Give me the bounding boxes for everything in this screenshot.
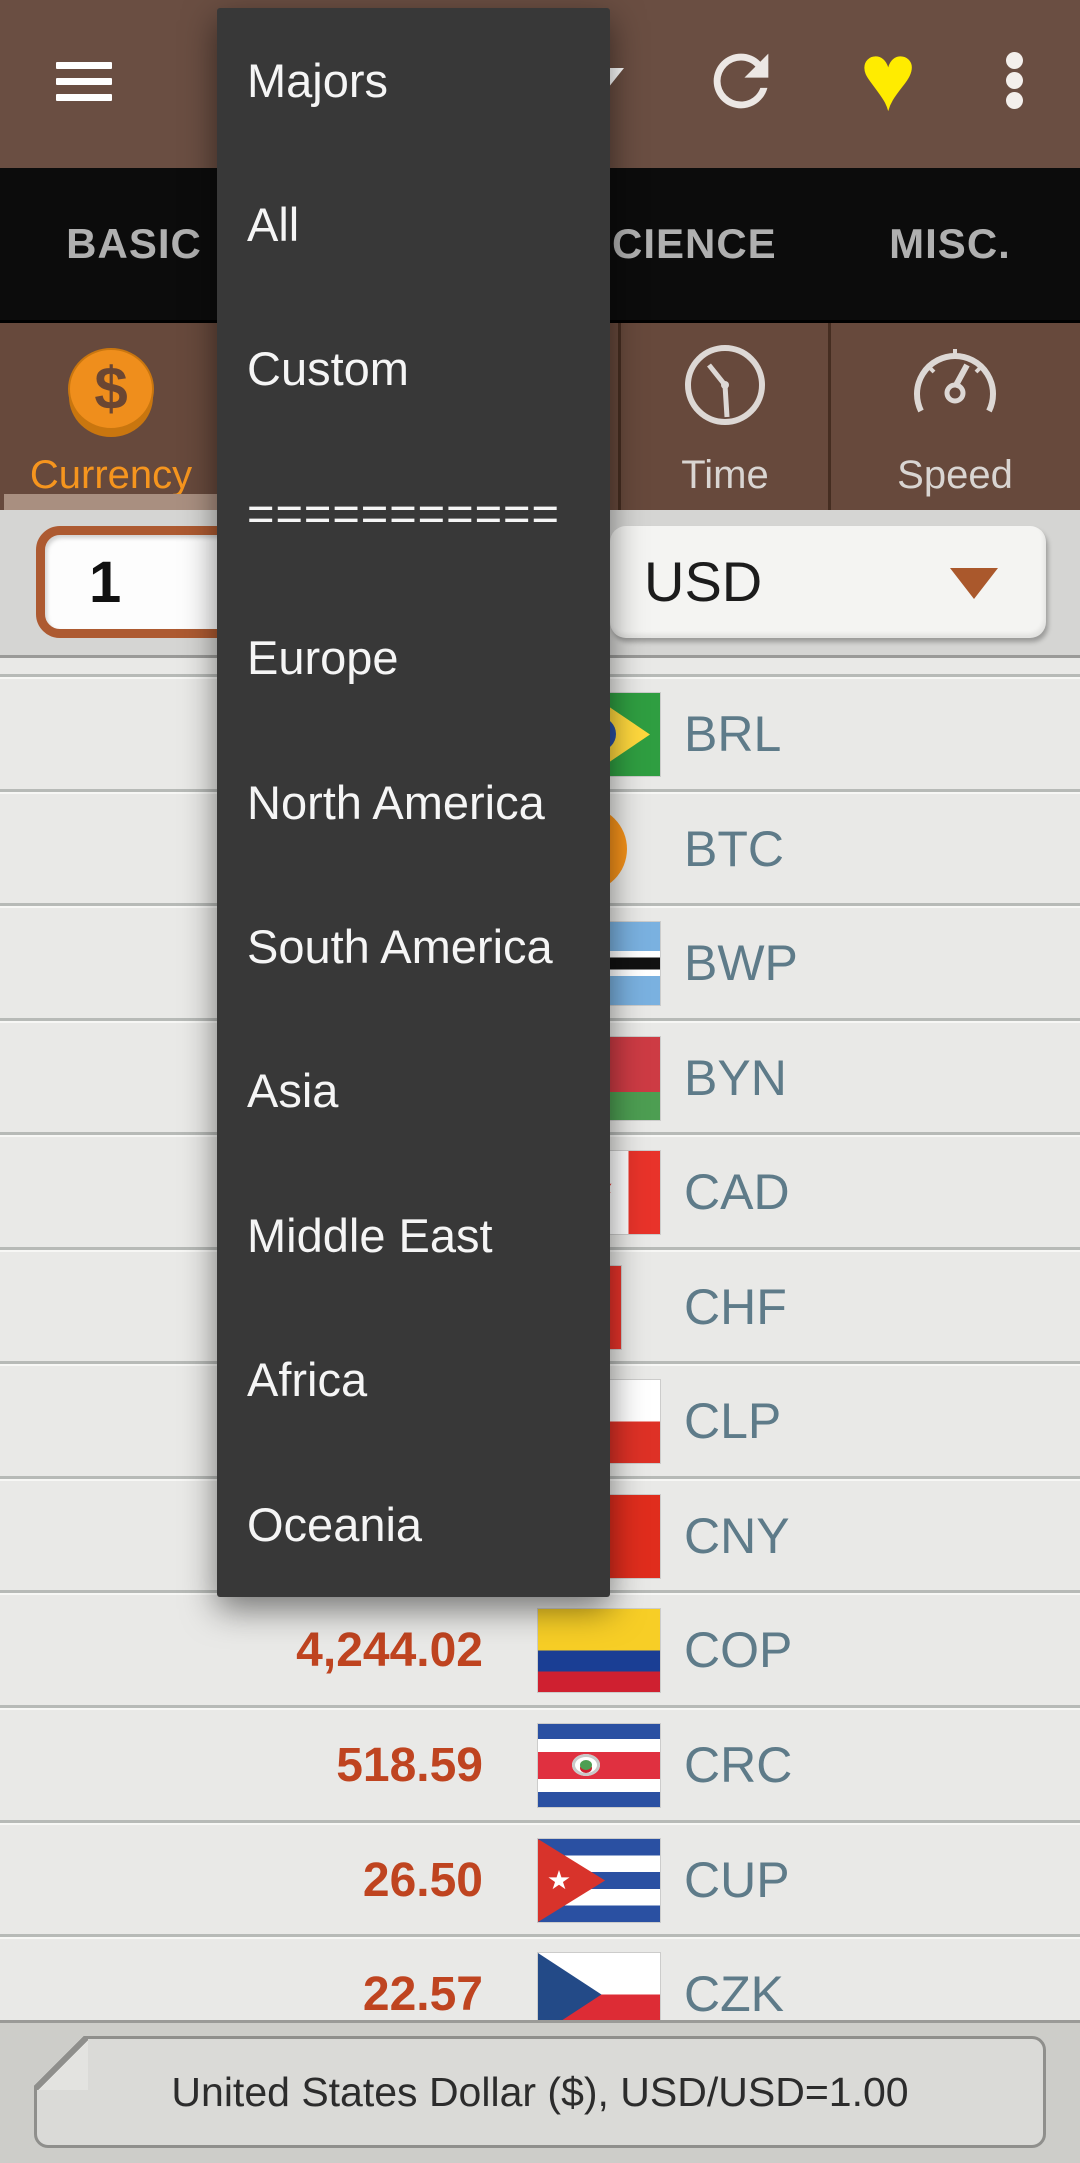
currency-row-cop[interactable]: 4,244.02 COP — [0, 1590, 1080, 1708]
toolbar-tab-label: Currency — [29, 453, 193, 497]
currency-code: COP — [684, 1622, 793, 1678]
menu-item-south-america[interactable]: South America — [247, 920, 553, 974]
menu-item-majors[interactable]: Majors — [247, 53, 389, 107]
cup-flag-icon — [538, 1839, 660, 1922]
bottom-panel: United States Dollar ($), USD/USD=1.00 — [0, 2020, 1080, 2163]
toolbar-tab-currency[interactable]: $ Currency — [4, 323, 218, 510]
currency-code: CRC — [684, 1737, 793, 1793]
currency-code: BTC — [684, 821, 784, 877]
toolbar-divider — [828, 323, 831, 510]
status-bar: United States Dollar ($), USD/USD=1.00 — [34, 2036, 1046, 2148]
dollar-coin-icon: $ — [68, 348, 154, 437]
base-currency-value: USD — [644, 550, 763, 613]
speedometer-icon — [914, 349, 996, 413]
currency-row-crc[interactable]: 518.59 CRC — [0, 1705, 1080, 1823]
svg-text:$: $ — [94, 355, 127, 422]
rate-value: 22.57 — [362, 1968, 483, 2021]
hamburger-menu-icon[interactable] — [56, 62, 112, 102]
tab-basic[interactable]: BASIC — [66, 220, 202, 267]
spinner-dropdown-triangle-icon — [950, 568, 998, 599]
currency-code: CNY — [684, 1508, 790, 1564]
rate-value: 4,244.02 — [296, 1624, 483, 1677]
menu-item-asia[interactable]: Asia — [247, 1064, 339, 1118]
overflow-menu-icon[interactable] — [998, 52, 1032, 112]
toolbar-divider — [618, 323, 621, 510]
currency-code: BYN — [684, 1050, 787, 1106]
currency-code: BRL — [684, 706, 782, 762]
rate-value: 518.59 — [336, 1739, 483, 1792]
menu-item-oceania[interactable]: Oceania — [247, 1497, 423, 1551]
region-dropdown-menu: Majors All Custom =========== Europe North Am… — [217, 8, 610, 1597]
currency-code: CZK — [684, 1966, 784, 2022]
toolbar-tab-label: Time — [681, 453, 769, 497]
toolbar-tab-time[interactable]: Time — [620, 323, 830, 510]
refresh-button[interactable] — [700, 40, 782, 122]
menu-item-all[interactable]: All — [247, 198, 300, 252]
menu-item-north-america[interactable]: North America — [247, 775, 545, 829]
selected-tab-indicator — [4, 494, 218, 510]
rate-value: 26.50 — [362, 1854, 483, 1907]
currency-code: BWP — [684, 935, 798, 991]
base-currency-spinner[interactable]: USD — [610, 526, 1046, 638]
favorite-heart-icon[interactable]: ♥ — [859, 24, 917, 131]
toolbar-tab-label: Speed — [897, 453, 1013, 497]
tab-science[interactable]: CIENCE — [612, 220, 777, 267]
folded-corner — [34, 2036, 88, 2090]
currency-row-cup[interactable]: 26.50 CUP — [0, 1820, 1080, 1938]
menu-item-europe[interactable]: Europe — [247, 631, 399, 685]
cop-flag-icon — [538, 1609, 660, 1692]
currency-code: CHF — [684, 1279, 787, 1335]
toolbar-tab-speed[interactable]: Speed — [830, 323, 1080, 510]
status-text: United States Dollar ($), USD/USD=1.00 — [171, 2069, 909, 2115]
menu-item-custom[interactable]: Custom — [247, 342, 409, 396]
currency-code: CUP — [684, 1852, 790, 1908]
menu-item-middle-east[interactable]: Middle East — [247, 1208, 493, 1262]
menu-item-africa[interactable]: Africa — [247, 1353, 368, 1407]
currency-code: CAD — [684, 1164, 790, 1220]
refresh-icon — [713, 53, 769, 109]
crc-flag-icon — [538, 1724, 660, 1807]
tab-misc[interactable]: MISC. — [889, 220, 1011, 267]
clock-icon — [685, 345, 765, 425]
menu-separator: =========== — [247, 486, 560, 540]
currency-code: CLP — [684, 1393, 782, 1449]
